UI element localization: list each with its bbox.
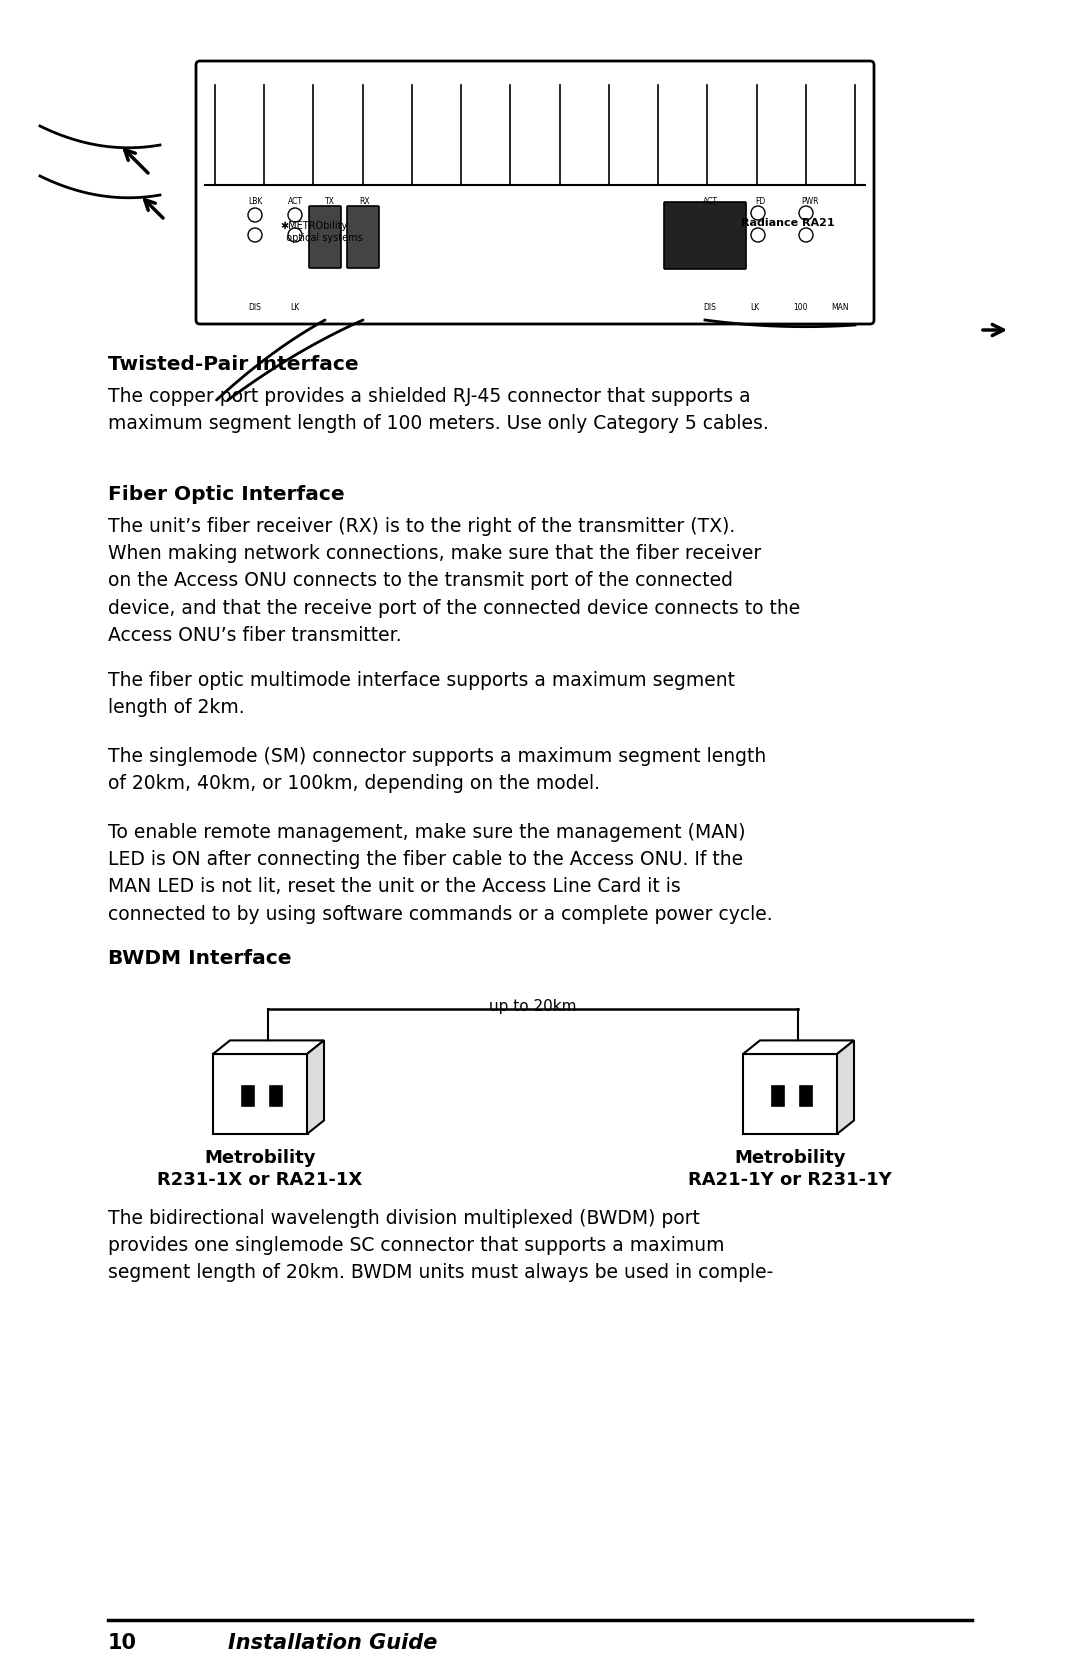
Text: DIS: DIS: [248, 304, 261, 312]
Text: Installation Guide: Installation Guide: [228, 1632, 437, 1652]
Text: The singlemode (SM) connector supports a maximum segment length
of 20km, 40km, o: The singlemode (SM) connector supports a…: [108, 748, 766, 793]
Text: R231-1X or RA21-1X: R231-1X or RA21-1X: [158, 1172, 363, 1188]
Text: Fiber Optic Interface: Fiber Optic Interface: [108, 486, 345, 504]
Bar: [743, 1055, 838, 1133]
Polygon shape: [837, 1040, 854, 1133]
Text: ACT: ACT: [287, 197, 302, 205]
Text: Radiance RA21: Radiance RA21: [741, 217, 835, 227]
Text: The unit’s fiber receiver (RX) is to the right of the transmitter (TX).
When mak: The unit’s fiber receiver (RX) is to the…: [108, 517, 800, 644]
FancyBboxPatch shape: [347, 205, 379, 269]
FancyBboxPatch shape: [664, 202, 746, 269]
Text: 10: 10: [108, 1632, 137, 1652]
Text: 100: 100: [793, 304, 807, 312]
Text: LBK: LBK: [247, 197, 262, 205]
Text: RX: RX: [360, 197, 370, 205]
Text: DIS: DIS: [703, 304, 716, 312]
Text: BWDM Interface: BWDM Interface: [108, 950, 292, 968]
Text: LK: LK: [751, 304, 759, 312]
Text: ✱METRObility
  optical systems: ✱METRObility optical systems: [280, 222, 363, 244]
Polygon shape: [307, 1040, 324, 1133]
Text: ACT: ACT: [702, 197, 717, 205]
Polygon shape: [743, 1040, 854, 1055]
FancyBboxPatch shape: [195, 62, 874, 324]
FancyBboxPatch shape: [309, 205, 341, 269]
Text: TX: TX: [325, 197, 335, 205]
Text: The fiber optic multimode interface supports a maximum segment
length of 2km.: The fiber optic multimode interface supp…: [108, 671, 735, 718]
Polygon shape: [213, 1040, 324, 1055]
Bar: [772, 1085, 784, 1105]
Text: PWR: PWR: [801, 197, 819, 205]
Text: FD: FD: [755, 197, 765, 205]
Text: The copper port provides a shielded RJ-45 connector that supports a
maximum segm: The copper port provides a shielded RJ-4…: [108, 387, 769, 434]
Text: up to 20km: up to 20km: [489, 1000, 577, 1015]
Text: Metrobility: Metrobility: [204, 1148, 315, 1167]
Text: The bidirectional wavelength division multiplexed (BWDM) port
provides one singl: The bidirectional wavelength division mu…: [108, 1208, 773, 1282]
Bar: [213, 1055, 308, 1133]
Text: MAN: MAN: [832, 304, 849, 312]
Text: RA21-1Y or R231-1Y: RA21-1Y or R231-1Y: [688, 1172, 892, 1188]
Bar: [800, 1085, 812, 1105]
Text: To enable remote management, make sure the management (MAN)
LED is ON after conn: To enable remote management, make sure t…: [108, 823, 772, 923]
Text: Twisted-Pair Interface: Twisted-Pair Interface: [108, 355, 359, 374]
Bar: [242, 1085, 254, 1105]
Bar: [270, 1085, 282, 1105]
Text: LK: LK: [291, 304, 299, 312]
Text: Metrobility: Metrobility: [734, 1148, 846, 1167]
